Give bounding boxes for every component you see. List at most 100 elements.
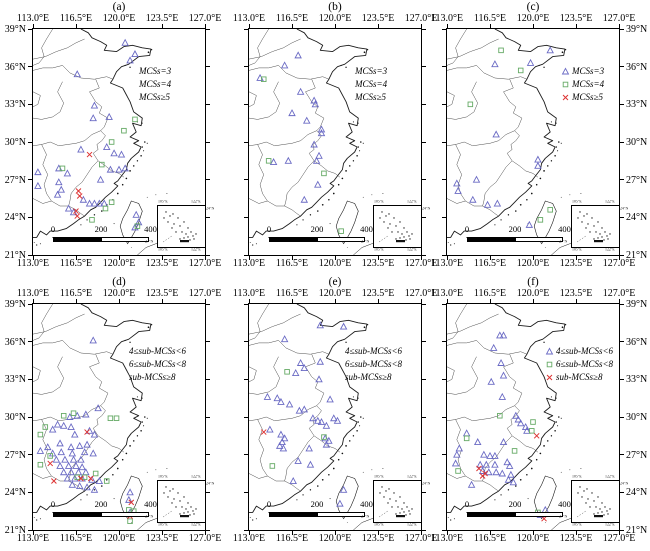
legend-item: sub-MCSs≥8 (129, 371, 186, 384)
lon-label-top: 127.0°E (602, 288, 636, 299)
inset-label: 105°E (158, 200, 168, 204)
axis-tick (422, 341, 426, 343)
axis-tick (206, 454, 210, 456)
inset-map-canvas (576, 211, 611, 243)
inset-label: 122°E (191, 475, 201, 479)
axis-tick (248, 256, 250, 260)
axis-tick (422, 378, 426, 380)
inset-map: 105°E 122°E 24°N 27°N 105°E 122°E (559, 475, 628, 527)
axis-tick (532, 531, 534, 535)
coastline-map (32, 28, 168, 256)
inset-label: 27°N (559, 240, 568, 244)
axis-tick (575, 299, 577, 303)
axis-tick (442, 66, 446, 68)
scale-label: 200 (508, 499, 522, 509)
panel-title: (f) (527, 276, 539, 288)
axis-tick (575, 24, 577, 28)
scale-bar-segment-dark (269, 237, 317, 242)
axis-tick (620, 491, 624, 493)
axis-tick (244, 491, 248, 493)
axis-tick (377, 299, 379, 303)
axis-tick (442, 454, 446, 456)
axis-tick (118, 256, 120, 260)
lon-label-bottom: 116.5°E (275, 533, 309, 544)
axis-tick (206, 216, 210, 218)
axis-tick (422, 66, 426, 68)
axis-tick (442, 416, 446, 418)
lat-label: 39°N (4, 24, 26, 35)
inset-map: 105°E 122°E 24°N 27°N 105°E 122°E (559, 200, 628, 252)
axis-tick (422, 141, 426, 143)
axis-tick (377, 256, 379, 260)
axis-tick (75, 531, 77, 535)
scale-bar-segment-dark (467, 237, 515, 242)
axis-tick (420, 24, 422, 28)
axis-tick (420, 256, 422, 260)
axis-tick (620, 28, 624, 30)
lon-label-top: 116.5°E (473, 288, 507, 299)
axis-tick (446, 256, 448, 260)
legend-label: 4≤sub-MCSs<6 (345, 346, 403, 356)
axis-tick (28, 141, 32, 143)
lon-label-top: 123.5°E (559, 13, 593, 24)
inset-map-canvas (378, 211, 413, 243)
inset-label: 122°E (605, 248, 615, 252)
lon-label-bottom: 113.0°E (430, 533, 464, 544)
axis-tick (291, 299, 293, 303)
inset-label: 24°N (422, 482, 431, 486)
lat-label: 27°N (626, 449, 648, 461)
lon-label-bottom: 123.5°E (361, 258, 395, 269)
inset-map-canvas (576, 486, 611, 518)
inset-label: 105°E (572, 523, 582, 527)
axis-tick (377, 531, 379, 535)
lat-label: 27°N (626, 174, 648, 186)
axis-tick (442, 103, 446, 105)
axis-tick (420, 531, 422, 535)
axis-tick (422, 416, 426, 418)
inset-label: 122°E (191, 523, 201, 527)
axis-tick (28, 454, 32, 456)
axis-tick (206, 66, 210, 68)
map-panel-c: (c) 113.0°E 113.0°E 116.5°E 116.5°E 120.0°E 12… (431, 0, 650, 276)
lon-label-bottom: 120.0°E (318, 533, 352, 544)
axis-tick (248, 299, 250, 303)
scale-bar-segment-dark (53, 512, 101, 517)
axis-tick (244, 303, 248, 305)
lon-label-top: 127.0°E (404, 288, 438, 299)
axis-tick (206, 378, 210, 380)
lon-label-top: 116.5°E (59, 288, 93, 299)
axis-tick (75, 299, 77, 303)
axis-tick (204, 299, 206, 303)
axis-tick (442, 254, 446, 256)
lat-label: 21°N (626, 525, 648, 536)
lat-label: 36°N (626, 336, 648, 348)
inset-label: 27°N (559, 515, 568, 519)
legend-item: MCSs=3 (139, 65, 171, 78)
lat-label: 36°N (4, 61, 26, 73)
inset-label: 105°E (158, 248, 168, 252)
axis-tick (620, 66, 624, 68)
axis-tick (618, 24, 620, 28)
lat-label: 36°N (626, 61, 648, 73)
scale-bar-segment-light (317, 237, 365, 242)
axis-tick (28, 216, 32, 218)
scale-label: 200 (310, 224, 324, 234)
square-legend-icon (562, 81, 569, 88)
axis-tick (248, 531, 250, 535)
inset-label: 105°E (374, 523, 384, 527)
axis-tick (422, 529, 426, 531)
axis-tick (575, 531, 577, 535)
lon-label-bottom: 116.5°E (473, 258, 507, 269)
lon-label-top: 116.5°E (275, 13, 309, 24)
map-panel-b: (b) 113.0°E 113.0°E 116.5°E 116.5°E 120.0°E 12… (217, 0, 437, 276)
lat-label: 24°N (626, 212, 648, 224)
axis-tick (442, 216, 446, 218)
lat-label: 30°N (4, 412, 26, 423)
legend: 4≤sub-MCSs<6 6≤sub-MCSs<8 sub-MCSs≥8 (129, 345, 186, 384)
lon-label-bottom: 123.5°E (145, 258, 179, 269)
axis-tick (28, 66, 32, 68)
scale-label: 200 (94, 224, 108, 234)
inset-label: 122°E (407, 523, 417, 527)
legend: MCSs=3 MCSs=4 MCSs≥5 (139, 65, 171, 104)
